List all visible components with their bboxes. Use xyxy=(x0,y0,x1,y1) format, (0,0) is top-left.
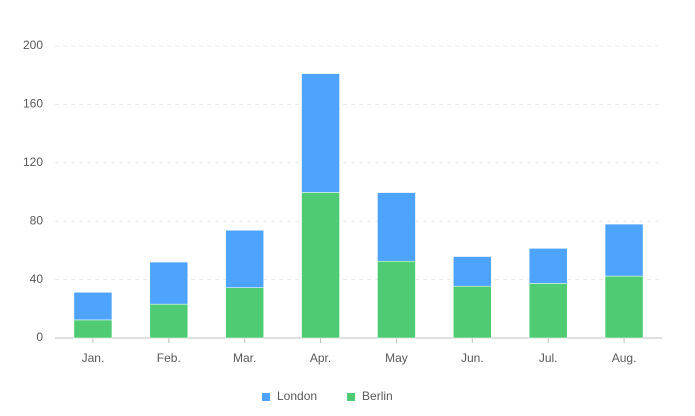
bar-segment xyxy=(73,319,113,339)
y-tick-label: 120 xyxy=(23,155,43,169)
x-tick-label: Feb. xyxy=(157,351,181,365)
bar-segment xyxy=(377,192,416,262)
y-tick-label: 40 xyxy=(30,272,44,286)
y-tick-label: 0 xyxy=(36,330,43,344)
bar-segment xyxy=(604,223,644,277)
x-tick-label: Jul. xyxy=(539,351,558,365)
y-tick-label: 200 xyxy=(23,38,43,52)
bar-segment xyxy=(225,287,264,339)
bar-segment xyxy=(149,303,189,339)
x-tick-label: Aug. xyxy=(612,351,637,365)
x-tick-label: Jan. xyxy=(82,351,105,365)
x-tick-label: Apr. xyxy=(310,351,331,365)
x-tick-label: Mar. xyxy=(233,351,256,365)
legend-label: Berlin xyxy=(362,389,393,403)
legend-swatch xyxy=(347,393,356,401)
bar-segment xyxy=(73,292,113,321)
bar-segment xyxy=(528,248,568,284)
bar-segment xyxy=(301,73,340,193)
bar-segment xyxy=(528,283,568,339)
bar-segment xyxy=(604,275,644,339)
bar-segment xyxy=(149,261,189,305)
bar-segment xyxy=(377,260,416,339)
legend-label: London xyxy=(277,389,317,403)
y-tick-label: 80 xyxy=(30,213,44,227)
x-tick-label: Jun. xyxy=(461,351,484,365)
x-tick-label: May xyxy=(385,351,408,365)
legend-swatch xyxy=(262,393,270,401)
bar-segment xyxy=(453,256,492,287)
bar-segment xyxy=(225,230,264,288)
y-tick-label: 160 xyxy=(23,97,43,111)
bar-segment xyxy=(301,192,340,339)
bar-segment xyxy=(453,285,492,339)
